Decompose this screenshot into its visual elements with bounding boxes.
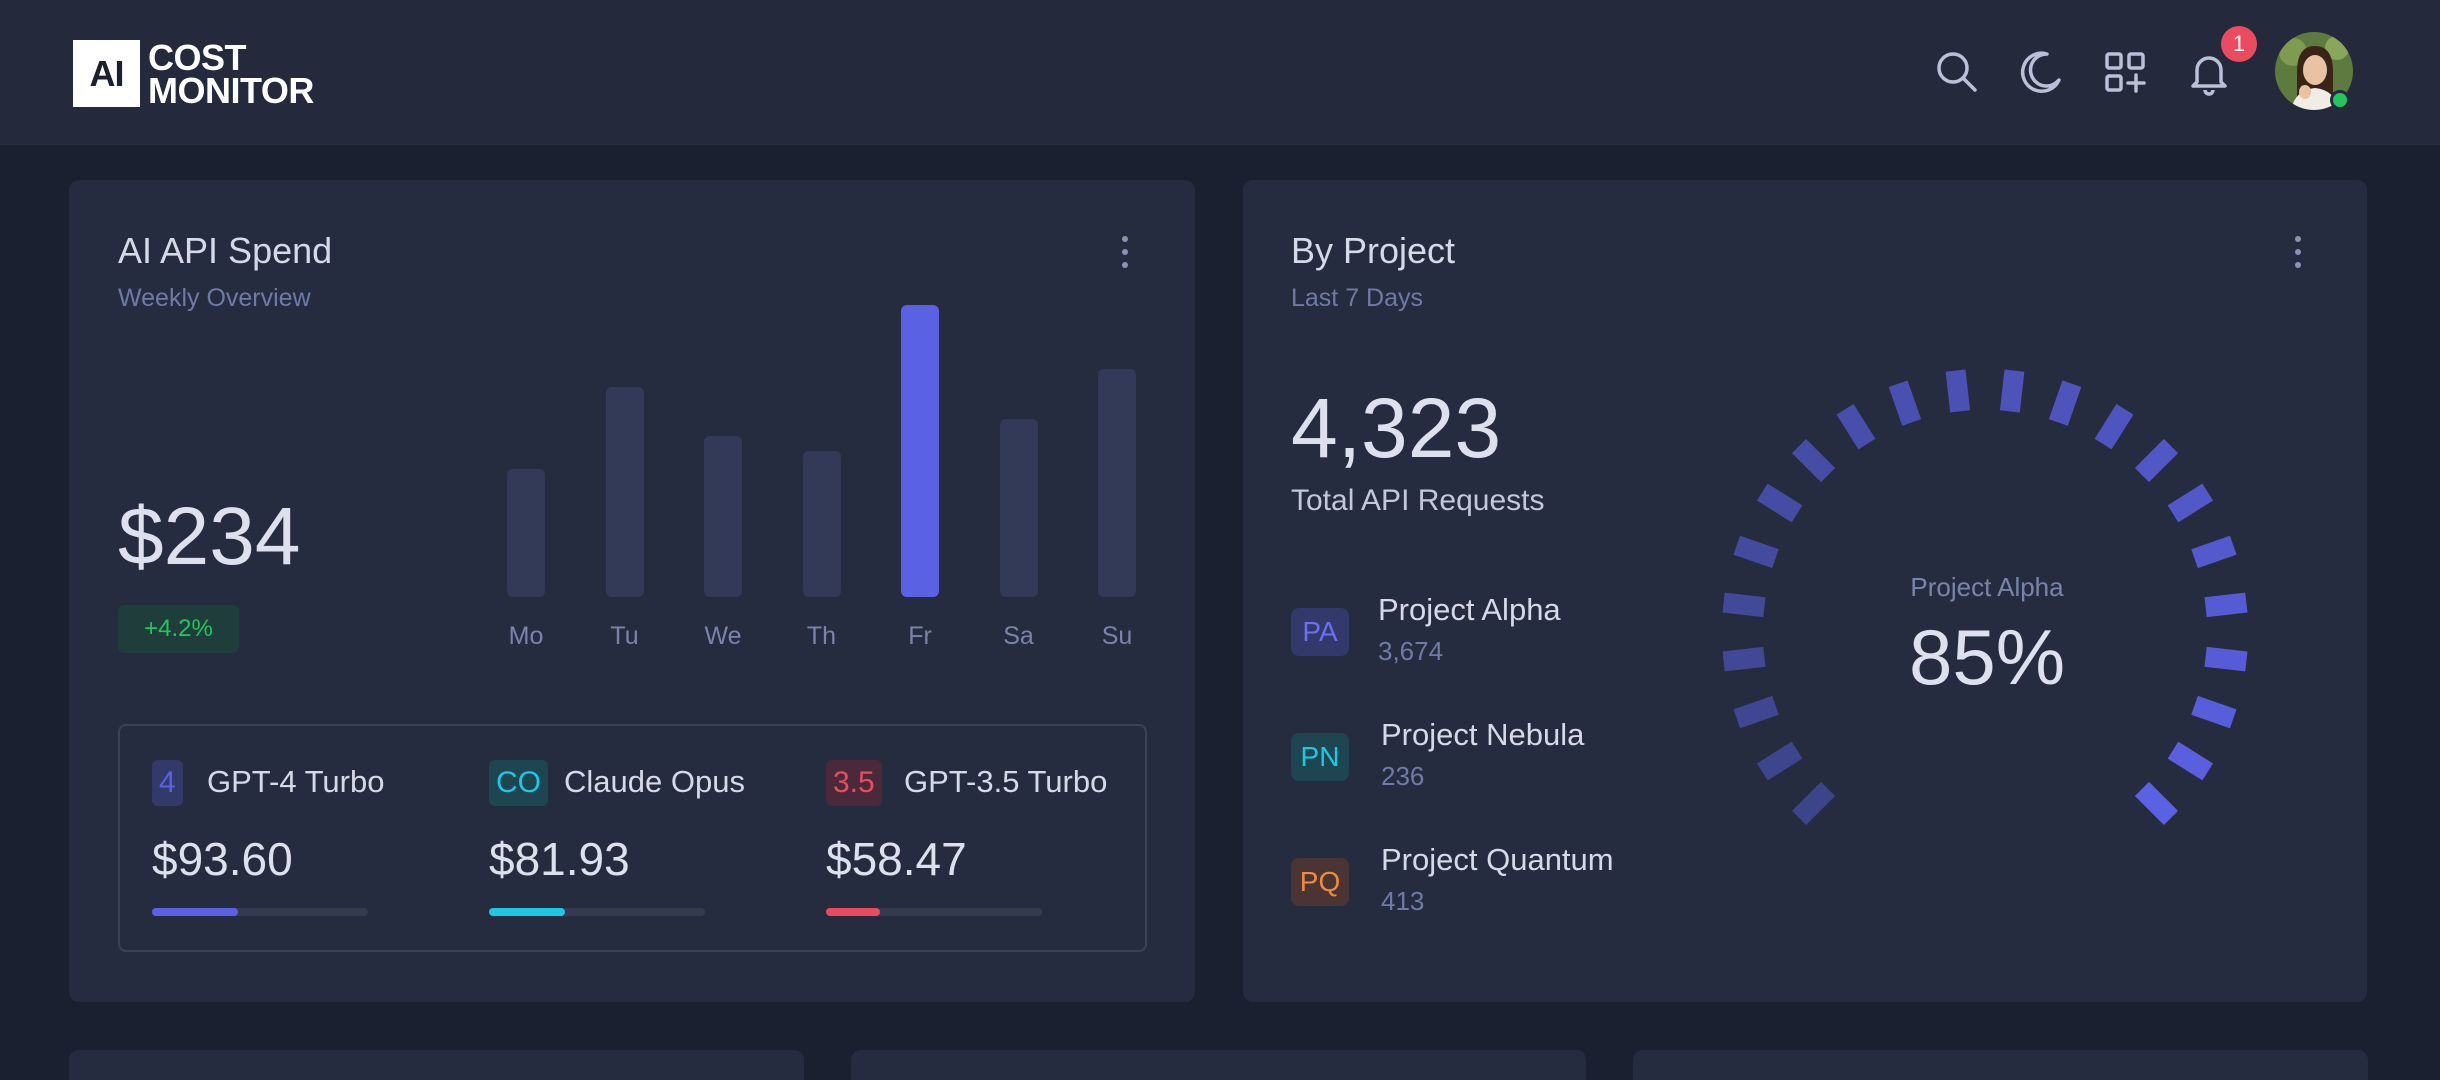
project-tag: PQ xyxy=(1291,858,1349,906)
bar-mo[interactable] xyxy=(507,469,545,597)
project-tag: PA xyxy=(1291,608,1349,656)
model-amount: $93.60 xyxy=(152,833,293,885)
bar-su[interactable] xyxy=(1098,369,1136,597)
model-amount: $58.47 xyxy=(826,833,967,885)
project-card-subtitle: Last 7 Days xyxy=(1291,284,1424,312)
total-requests-value: 4,323 xyxy=(1291,381,1502,475)
project-value: 413 xyxy=(1381,886,1425,916)
bottom-card-3 xyxy=(1633,1050,2368,1080)
bar-tu[interactable] xyxy=(605,387,644,597)
model-tag: 4 xyxy=(152,760,183,806)
logo-line-1: COST xyxy=(148,36,247,78)
top-bar: AI COST MONITOR 1 xyxy=(0,0,2440,145)
project-card-menu-icon[interactable] xyxy=(2288,232,2308,272)
project-card xyxy=(1243,180,2367,1002)
logo-mark: AI xyxy=(73,40,140,107)
weekly-spend-amount: $234 xyxy=(118,491,301,582)
moon-icon[interactable] xyxy=(2017,48,2065,96)
model-amount: $81.93 xyxy=(489,833,630,885)
project-card-title: By Project xyxy=(1291,230,1456,271)
notification-badge: 1 xyxy=(2221,26,2257,62)
avatar[interactable] xyxy=(2275,32,2353,110)
spend-card-menu-icon[interactable] xyxy=(1115,232,1135,272)
bar-label-sa: Sa xyxy=(1003,622,1034,650)
logo-line-2: MONITOR xyxy=(148,69,314,111)
search-icon[interactable] xyxy=(1933,48,1981,96)
project-value: 236 xyxy=(1381,761,1425,791)
model-progress-fill xyxy=(489,908,565,916)
bottom-card-2 xyxy=(851,1050,1586,1080)
model-progress-fill xyxy=(152,908,238,916)
bar-label-tu: Tu xyxy=(610,622,639,650)
bar-fr[interactable] xyxy=(901,305,939,597)
bar-sa[interactable] xyxy=(999,419,1038,597)
spend-delta-badge: +4.2% xyxy=(118,605,239,653)
model-progress-track xyxy=(826,908,1042,916)
model-tag: 3.5 xyxy=(826,760,882,806)
bar-we[interactable] xyxy=(704,436,742,597)
logo-text: COST MONITOR xyxy=(148,36,314,111)
bar-label-th: Th xyxy=(806,622,837,650)
model-progress-track xyxy=(489,908,705,916)
project-name[interactable]: Project Quantum xyxy=(1381,842,1614,877)
model-name: GPT-3.5 Turbo xyxy=(904,764,1108,799)
spend-card-subtitle: Weekly Overview xyxy=(118,284,311,312)
bar-label-su: Su xyxy=(1101,622,1133,650)
model-breakdown xyxy=(118,724,1147,952)
bar-label-mo: Mo xyxy=(508,622,544,650)
apps-add-icon[interactable] xyxy=(2101,48,2149,96)
project-tag: PN xyxy=(1291,733,1349,781)
gauge-label: Project Alpha xyxy=(1910,572,2064,602)
project-value: 3,674 xyxy=(1378,636,1444,666)
gauge-value: 85% xyxy=(1908,613,2066,701)
spend-card-title: AI API Spend xyxy=(118,230,333,271)
model-progress-track xyxy=(152,908,368,916)
bar-label-fr: Fr xyxy=(908,622,932,650)
bar-th[interactable] xyxy=(802,451,841,597)
total-requests-label: Total API Requests xyxy=(1291,484,1545,517)
bell-icon[interactable] xyxy=(2185,48,2233,96)
model-tag: CO xyxy=(489,760,548,806)
model-name: Claude Opus xyxy=(564,764,745,799)
app-logo[interactable]: AI COST MONITOR xyxy=(73,36,314,111)
project-name[interactable]: Project Alpha xyxy=(1378,592,1561,627)
model-progress-fill xyxy=(826,908,880,916)
bottom-card-1 xyxy=(69,1050,804,1080)
model-name: GPT-4 Turbo xyxy=(207,764,385,799)
project-name[interactable]: Project Nebula xyxy=(1381,717,1585,752)
online-status-dot xyxy=(2330,90,2350,110)
bar-label-we: We xyxy=(704,622,742,650)
